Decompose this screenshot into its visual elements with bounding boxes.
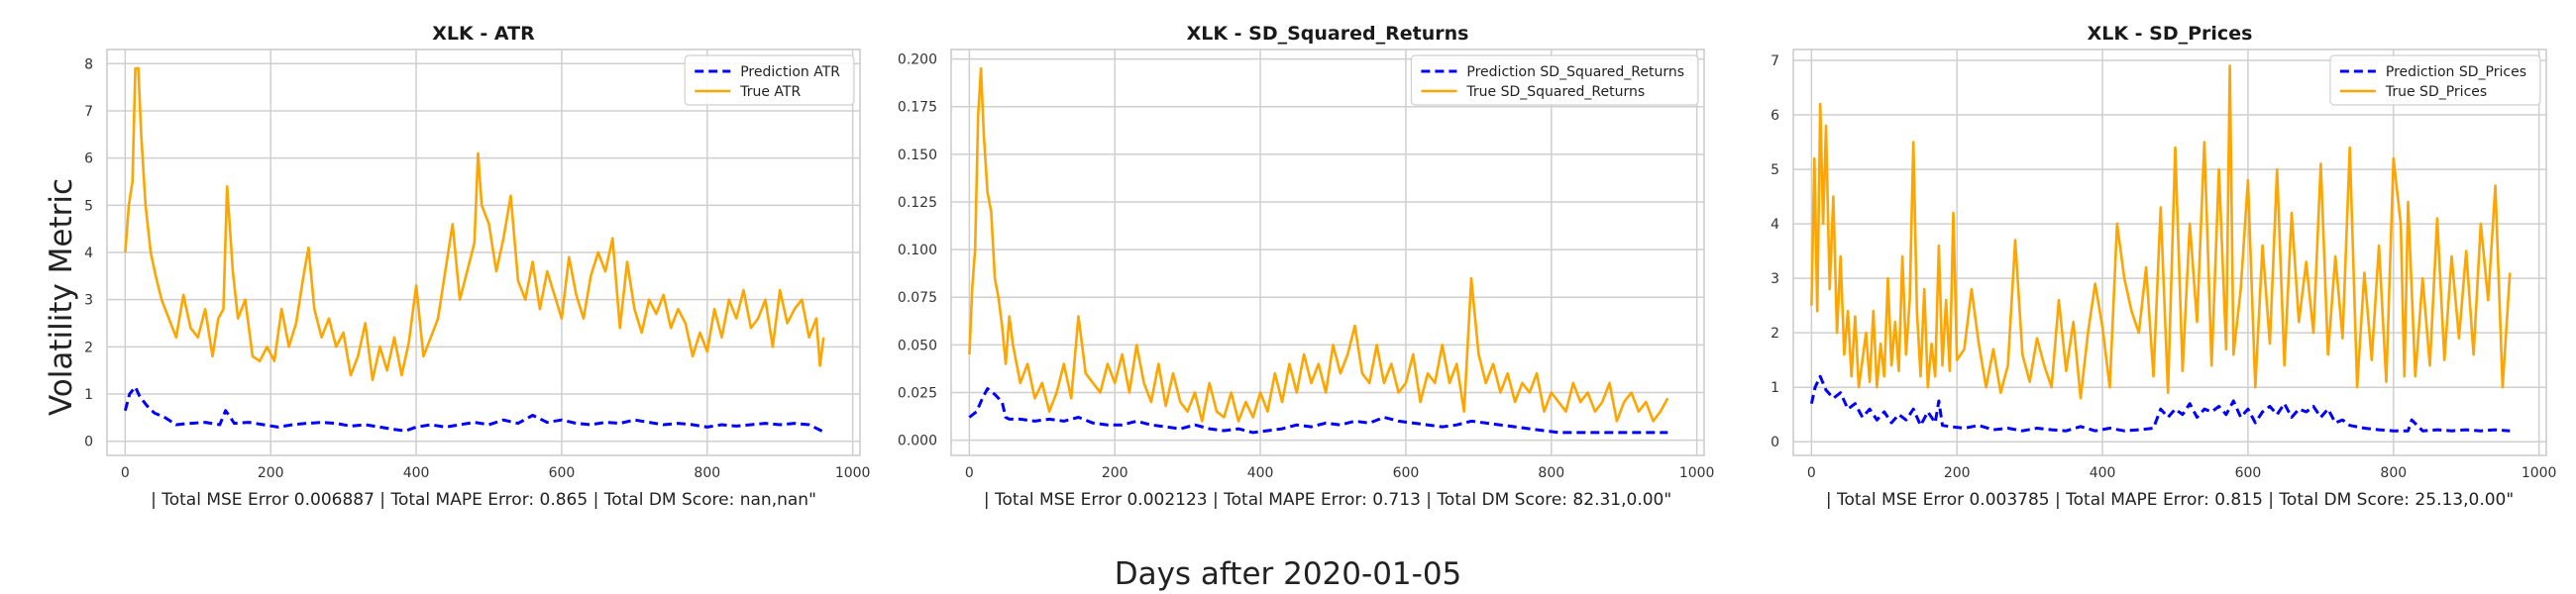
figure-y-label: Volatility Metric	[44, 178, 79, 416]
y-tick-label: 2	[1771, 326, 1779, 342]
plot-area	[950, 49, 1705, 456]
x-tick-label: 0	[121, 465, 130, 481]
x-tick-label: 0	[1807, 465, 1816, 481]
y-tick-label: 0	[1771, 435, 1779, 450]
legend	[1410, 54, 1699, 106]
legend-label: Prediction ATR	[740, 64, 840, 80]
y-tick-label: 0.175	[898, 100, 937, 116]
series-line-prediction	[1809, 374, 2511, 433]
y-tick-label: 4	[84, 246, 93, 261]
legend	[684, 54, 855, 106]
legend-label: True SD_Prices	[2385, 84, 2487, 100]
x-tick-label: 1000	[2522, 465, 2557, 481]
x-tick-label: 800	[1538, 465, 1564, 481]
x-tick-label: 400	[1247, 465, 1274, 481]
y-tick-label: 0.025	[898, 385, 937, 401]
series-line-prediction	[968, 387, 1668, 435]
y-tick-label: 2	[84, 340, 93, 355]
x-tick-label: 1000	[1679, 465, 1715, 481]
y-tick-label: 6	[1771, 108, 1779, 124]
y-tick-label: 6	[84, 151, 93, 167]
y-tick-label: 4	[1771, 217, 1779, 233]
x-tick-label: 1000	[835, 465, 871, 481]
y-tick-label: 0	[84, 435, 93, 450]
panel-atr: 0 200 400 600 800 1000 0 1 2 3 4 5 6 7 8 XLK - ATR | Tot…	[84, 23, 870, 510]
y-tick-label: 1	[1771, 380, 1779, 396]
x-axis-label: | Total MSE Error 0.003785 | Total MAPE …	[1826, 490, 2514, 510]
y-tick-label: 8	[84, 56, 93, 72]
x-tick-label: 800	[694, 465, 720, 481]
legend-label: Prediction SD_Prices	[2386, 64, 2526, 80]
chart-title: XLK - SD_Squared_Returns	[1187, 23, 1469, 45]
y-tick-label: 7	[1771, 53, 1779, 69]
chart-title: XLK - SD_Prices	[2088, 23, 2253, 45]
x-tick-label: 800	[2380, 465, 2407, 481]
chart-title: XLK - ATR	[432, 23, 535, 45]
y-tick-label: 0.150	[898, 148, 937, 163]
x-tick-label: 0	[965, 465, 974, 481]
y-tick-label: 0.100	[898, 243, 937, 258]
x-tick-label: 200	[1102, 465, 1128, 481]
y-tick-label: 0.075	[898, 290, 937, 306]
x-tick-label: 600	[549, 465, 576, 481]
legend-label: True ATR	[739, 84, 801, 100]
panel-sd-squared-returns: 0 200 400 600 800 1000 0.000 0.025 0.050 0.075 0.1…	[898, 23, 1715, 510]
x-tick-label: 400	[403, 465, 430, 481]
plot-area	[1792, 49, 2547, 456]
y-tick-label: 0.050	[898, 338, 937, 353]
y-tick-label: 0.125	[898, 195, 937, 211]
panel-sd-prices: 0 200 400 600 800 1000 0 1 2 3 4 5 6 7 XLK - SD_Prices…	[1771, 23, 2556, 510]
figure-x-label: Days after 2020-01-05	[1115, 556, 1462, 592]
x-tick-label: 200	[1944, 465, 1971, 481]
y-tick-label: 5	[1771, 162, 1779, 178]
x-tick-label: 600	[1393, 465, 1420, 481]
y-tick-label: 3	[84, 293, 93, 309]
series-line-true	[1810, 64, 2512, 400]
x-tick-label: 600	[2235, 465, 2262, 481]
y-tick-label: 0.000	[898, 434, 937, 449]
series-line-true	[124, 66, 825, 382]
y-tick-label: 0.200	[898, 52, 937, 68]
legend	[2329, 54, 2541, 106]
legend-label: True SD_Squared_Returns	[1465, 84, 1645, 100]
series-line-prediction	[123, 385, 824, 434]
y-tick-label: 7	[84, 104, 93, 120]
x-axis-label: | Total MSE Error 0.002123 | Total MAPE …	[984, 490, 1671, 510]
y-tick-label: 3	[1771, 271, 1779, 287]
x-axis-label: | Total MSE Error 0.006887 | Total MAPE …	[151, 490, 816, 510]
legend-label: Prediction SD_Squared_Returns	[1466, 64, 1684, 80]
x-tick-label: 200	[258, 465, 284, 481]
y-tick-label: 1	[84, 387, 93, 403]
y-tick-label: 5	[84, 198, 93, 214]
x-tick-label: 400	[2090, 465, 2116, 481]
series-line-true	[968, 66, 1669, 423]
